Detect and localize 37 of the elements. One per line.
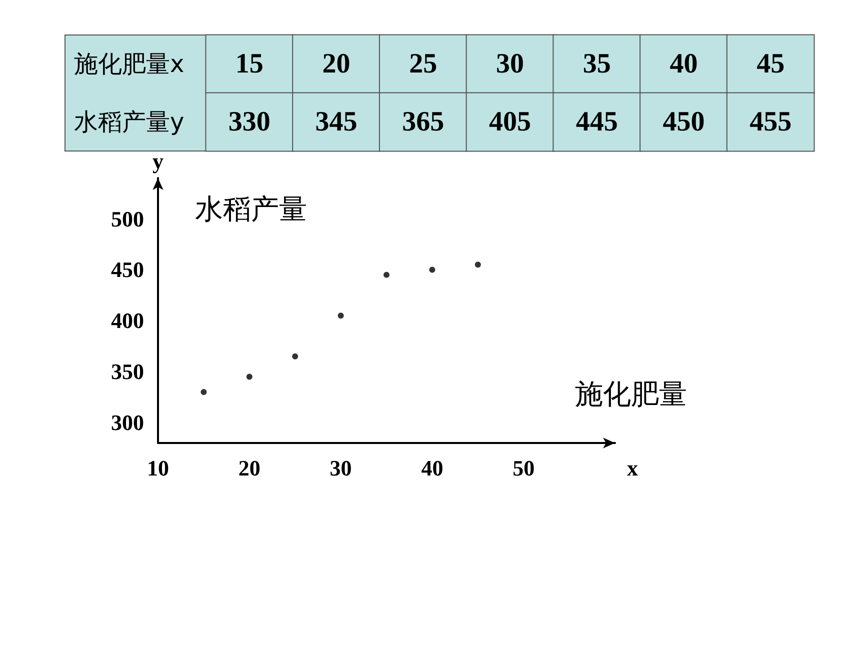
y-axis-title: y (152, 148, 164, 174)
data-label: 15 (235, 48, 264, 80)
y-tick-label: 施化肥量x (74, 50, 184, 78)
point (200, 389, 207, 396)
x-tick-label: 20 (238, 456, 260, 480)
data-label: 25 (409, 48, 438, 80)
x-tick-label: 10 (147, 456, 169, 480)
y-tick-label: 400 (111, 308, 144, 334)
data-label: 35 (582, 48, 611, 80)
y-tick-label: 水稻产量y (74, 108, 184, 136)
data-label: 45 (756, 48, 785, 80)
data-label: 455 (750, 106, 792, 138)
point (338, 312, 344, 319)
point (292, 353, 298, 360)
point (429, 266, 436, 273)
y-tick-label: 300 (111, 410, 144, 436)
x-axis-title: x (627, 456, 638, 480)
x-tick-label: 40 (421, 456, 444, 480)
point (474, 262, 481, 268)
data-label: 450 (662, 106, 705, 138)
y-tick-label: 350 (111, 359, 144, 384)
data-label: 345 (315, 106, 358, 138)
data-label: 365 (402, 106, 444, 138)
data-label: 405 (489, 106, 531, 138)
data-label: 20 (322, 48, 350, 80)
annotation: 水稻产量 (195, 192, 307, 226)
annotation: 施化肥量 (575, 378, 687, 410)
data-label: 330 (228, 106, 270, 138)
point (384, 272, 390, 278)
x-tick-label: 50 (512, 456, 535, 480)
data-label: 445 (576, 106, 618, 138)
y-tick-label: 500 (111, 206, 144, 232)
point (246, 374, 252, 380)
y-tick-label: 450 (111, 257, 144, 282)
x-tick-label: 30 (330, 456, 352, 480)
data-label: 40 (670, 48, 698, 80)
data-label: 30 (496, 48, 524, 80)
